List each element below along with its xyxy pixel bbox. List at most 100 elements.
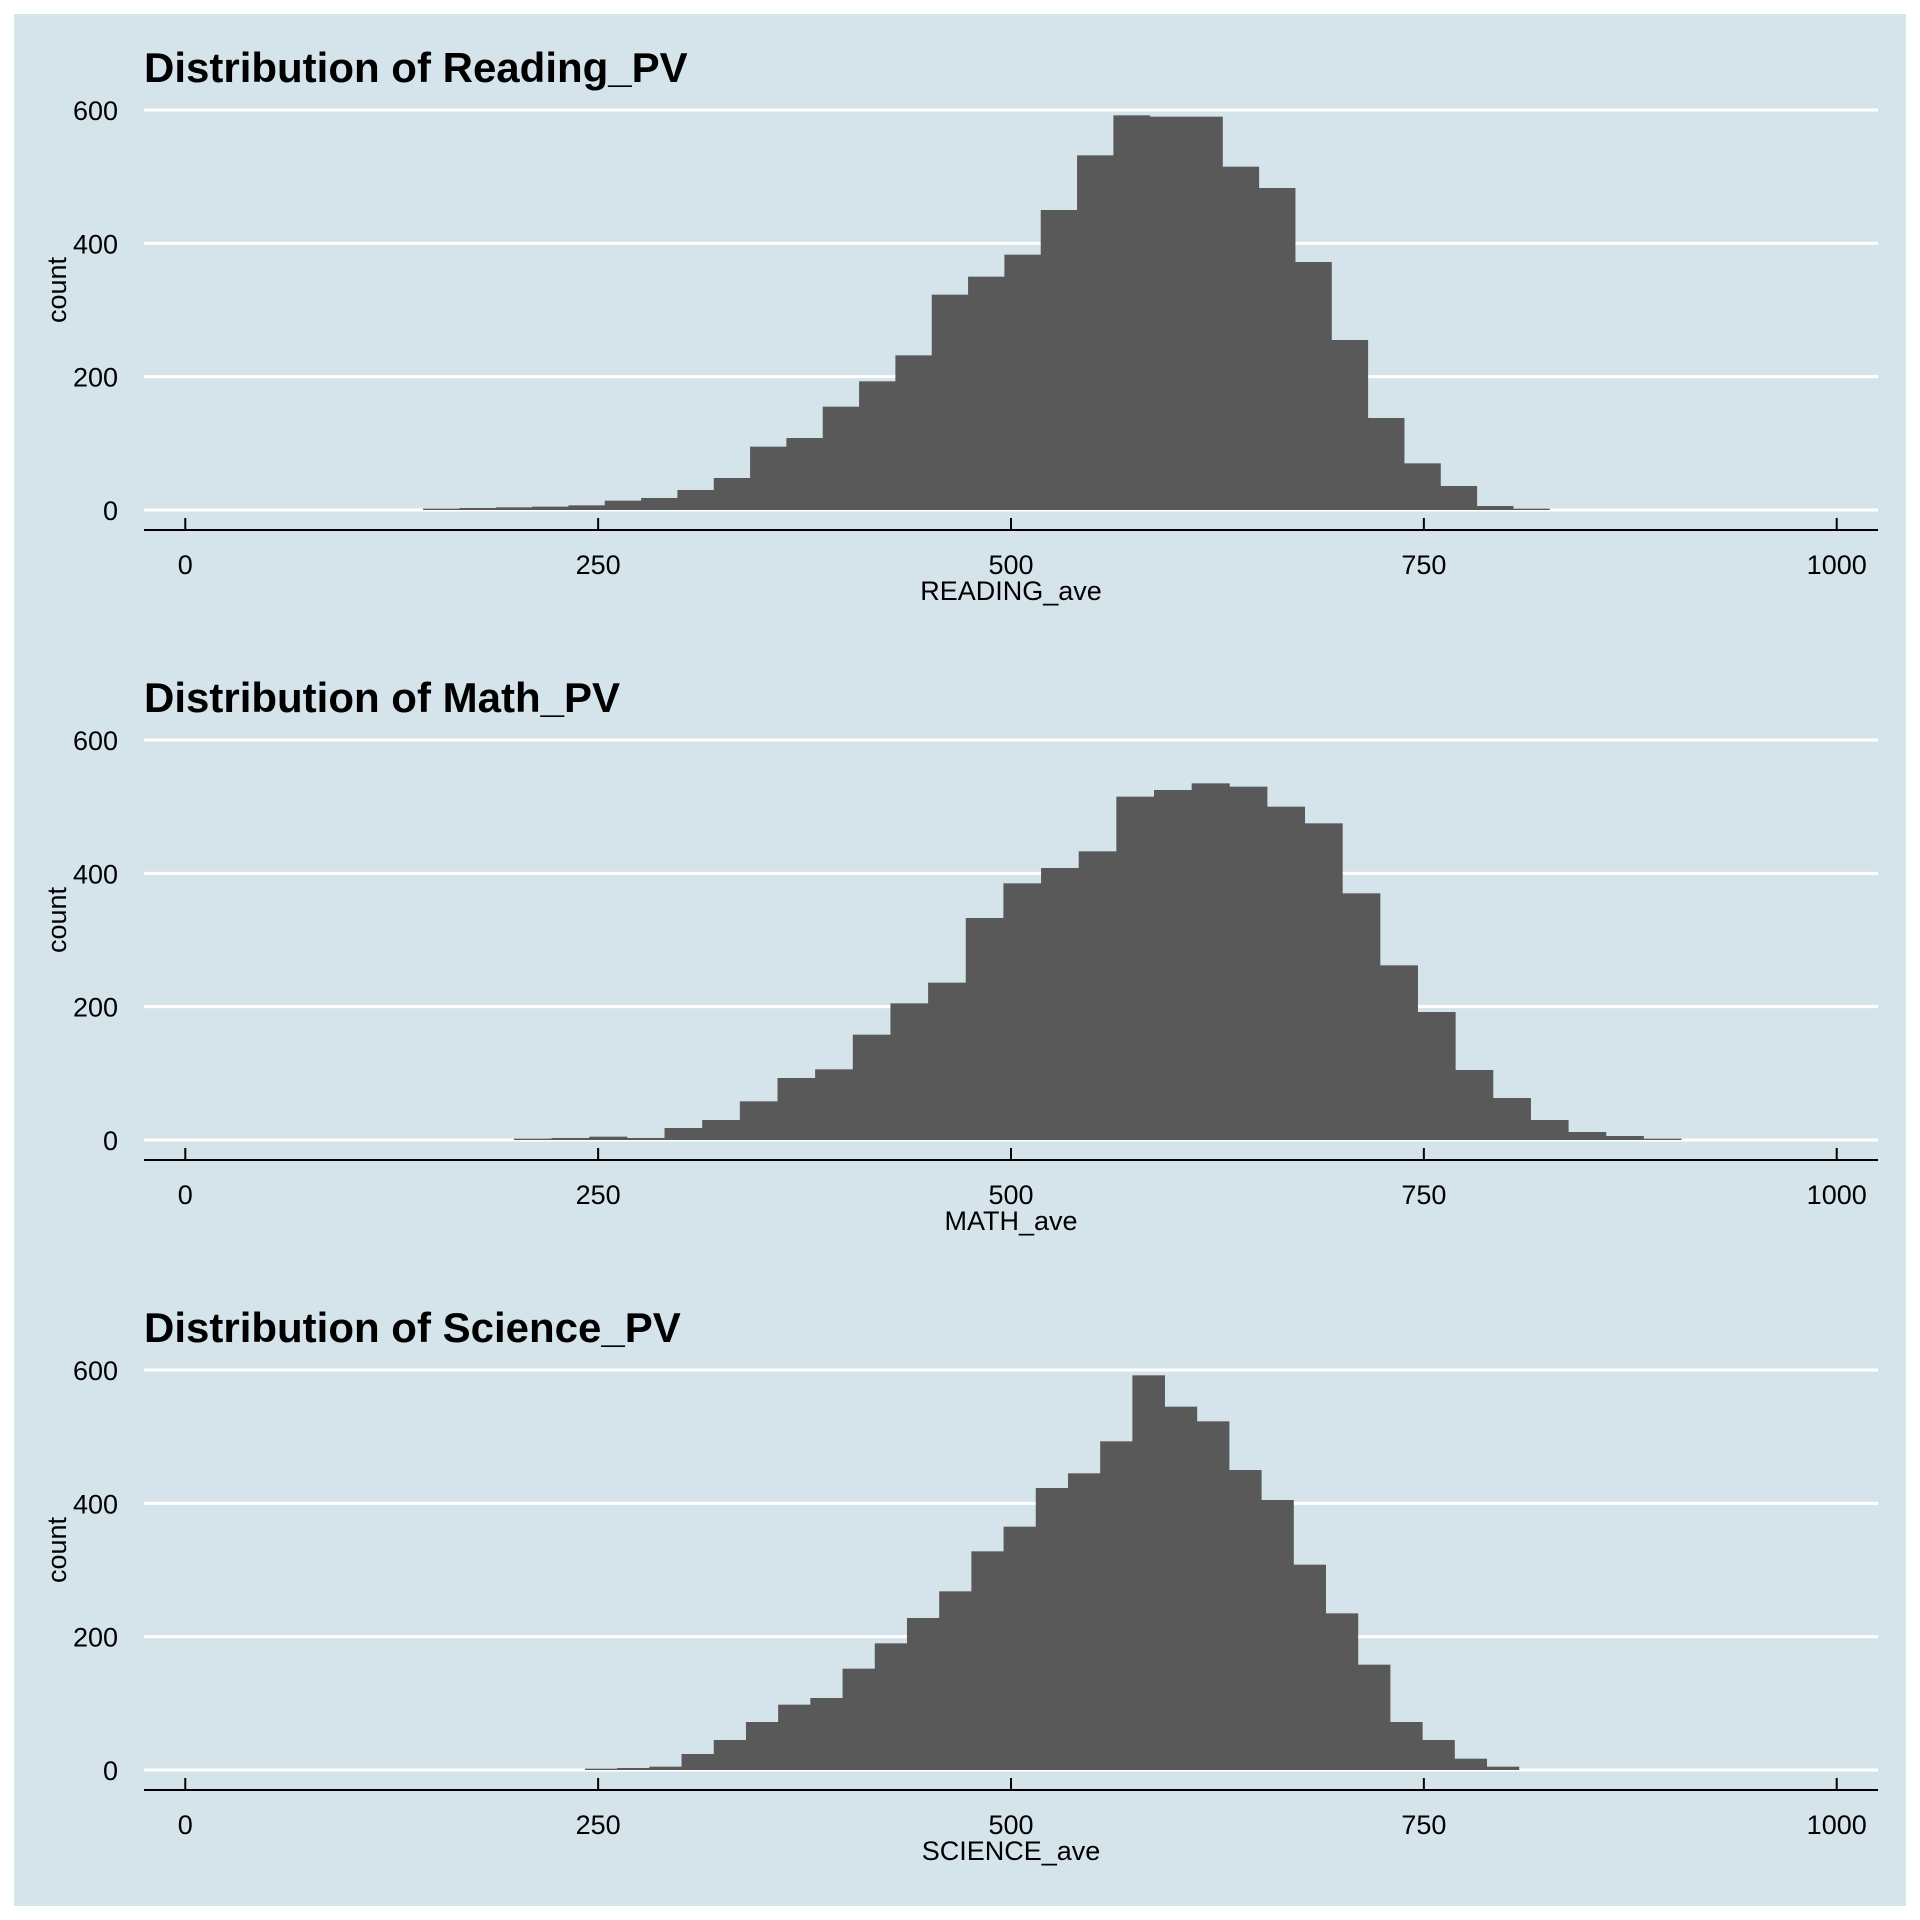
histogram-bar [1404, 463, 1441, 510]
x-ticks [184, 1778, 1838, 1790]
panel-reading: Distribution of Reading_PV 0 200 400 600… [42, 44, 1878, 606]
y-tick-label: 0 [103, 1756, 118, 1786]
histogram-bar [1342, 893, 1381, 1140]
x-axis-title: MATH_ave [944, 1206, 1077, 1236]
histogram-bar [1229, 786, 1268, 1140]
y-tick-labels: 0 200 400 600 [73, 96, 118, 526]
histogram-bar [713, 478, 751, 510]
histogram-bar [1004, 254, 1042, 510]
histogram-bar [1003, 883, 1042, 1140]
y-tick-label: 400 [73, 229, 118, 259]
histogram-bar [939, 1591, 972, 1770]
y-tick-label: 200 [73, 1623, 118, 1653]
histogram-bar [1077, 155, 1114, 511]
y-tick-labels: 0 200 400 600 [73, 1356, 118, 1786]
x-tick-label: 1000 [1807, 1810, 1867, 1840]
x-ticks [184, 1148, 1838, 1160]
histogram-bar [968, 276, 1005, 510]
x-tick-labels: 0 250 500 750 1000 [178, 550, 1867, 580]
histogram-bar [852, 1034, 891, 1140]
x-tick-label: 500 [988, 550, 1033, 580]
histogram-bar [1154, 790, 1193, 1140]
histogram-bar [1530, 1120, 1569, 1140]
y-tick-label: 600 [73, 1356, 118, 1386]
histogram-bar [1132, 1375, 1165, 1770]
histogram-bar [1513, 508, 1550, 510]
histogram-bar [1331, 340, 1369, 510]
histogram-bar [604, 500, 642, 510]
histogram-bar [589, 1136, 628, 1140]
histogram-bar [649, 1766, 682, 1770]
histogram-bar [1258, 188, 1296, 510]
histogram-bar [842, 1668, 876, 1770]
histogram-bar [677, 490, 715, 510]
bars [584, 1375, 1520, 1770]
y-tick-label: 400 [73, 859, 118, 889]
panel-title: Distribution of Science_PV [144, 1304, 681, 1351]
histogram-bar [1116, 796, 1155, 1140]
x-tick-label: 750 [1401, 1810, 1446, 1840]
y-axis-title: count [42, 886, 72, 953]
histogram-bar [1100, 1441, 1133, 1770]
histogram-bar [965, 918, 1004, 1140]
histogram-bar [1440, 486, 1478, 510]
y-tick-label: 0 [103, 496, 118, 526]
histogram-bar [641, 498, 678, 510]
histogram-bar [777, 1078, 816, 1140]
x-tick-label: 750 [1401, 550, 1446, 580]
y-tick-labels: 0 200 400 600 [73, 726, 118, 1156]
histogram-bar [1379, 965, 1418, 1140]
histogram-bar [1078, 851, 1117, 1140]
histogram-bar [815, 1069, 854, 1140]
x-tick-label: 250 [576, 1810, 621, 1840]
histogram-bar [513, 1138, 552, 1140]
histogram-bar [745, 1722, 779, 1770]
histogram-bar [778, 1704, 811, 1770]
histogram-bar [750, 446, 787, 510]
y-tick-label: 600 [73, 726, 118, 756]
histogram-bar [1003, 1526, 1037, 1770]
x-tick-label: 750 [1401, 1180, 1446, 1210]
y-tick-label: 200 [73, 363, 118, 393]
histogram-bar [971, 1551, 1004, 1770]
histogram-bar [1186, 116, 1223, 511]
histogram-bar [1164, 1406, 1198, 1770]
y-axis-title: count [42, 256, 72, 323]
histogram-bar [1367, 418, 1405, 510]
histogram-bar [568, 505, 606, 510]
histogram-bar [1035, 1488, 1069, 1770]
histogram-bar [1486, 1766, 1520, 1770]
histogram-bar [1476, 506, 1514, 510]
histogram-bar [617, 1768, 650, 1770]
y-tick-label: 200 [73, 993, 118, 1023]
x-tick-label: 250 [576, 550, 621, 580]
histogram-bar [895, 355, 933, 510]
y-tick-label: 400 [73, 1489, 118, 1519]
histogram-bar [1040, 210, 1078, 510]
histogram-bar [786, 438, 824, 510]
histogram-bar [1325, 1613, 1359, 1770]
histogram-bar [1454, 1758, 1488, 1770]
x-tick-label: 250 [576, 1180, 621, 1210]
x-axis-title: READING_ave [920, 576, 1102, 606]
histogram-bar [874, 1643, 908, 1770]
x-tick-label: 0 [178, 550, 193, 580]
histogram-bar [1041, 868, 1080, 1140]
x-tick-labels: 0 250 500 750 1000 [178, 1180, 1867, 1210]
x-tick-labels: 0 250 500 750 1000 [178, 1810, 1867, 1840]
histogram-bar [906, 1618, 940, 1770]
bars [513, 783, 1682, 1140]
histogram-bar [1568, 1132, 1607, 1140]
histogram-bar [1191, 783, 1230, 1140]
histogram-bar [1304, 823, 1343, 1140]
histogram-bar [1643, 1138, 1682, 1140]
histogram-bar [1357, 1664, 1391, 1770]
histogram-bar [931, 294, 969, 510]
histogram-bar [459, 508, 497, 510]
histogram-bar [1455, 1070, 1494, 1140]
panel-math: Distribution of Math_PV 0 200 400 600 0 … [42, 674, 1878, 1236]
histogram-bar [551, 1138, 590, 1140]
x-axis-title: SCIENCE_ave [922, 1836, 1101, 1866]
histogram-bar [928, 982, 967, 1140]
x-tick-label: 0 [178, 1180, 193, 1210]
